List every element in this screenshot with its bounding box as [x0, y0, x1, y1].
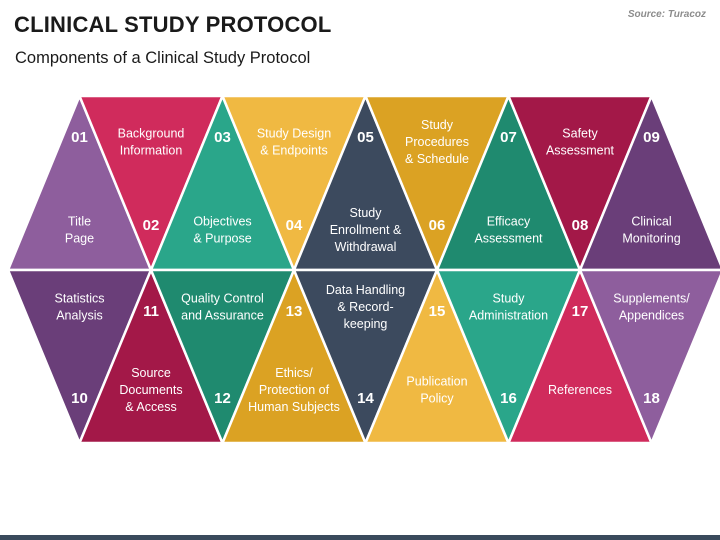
component-12: 12 Quality Control and Assurance: [149, 268, 296, 445]
component-number: 14: [357, 390, 374, 407]
component-08: 08 Safety Assessment: [507, 94, 653, 272]
component-number: 07: [500, 129, 517, 146]
component-label: Quality Control and Assurance: [181, 292, 264, 323]
component-label: Supplements/Appendices: [613, 292, 690, 323]
component-label: Data Handling & Record-keeping: [326, 283, 405, 331]
component-number: 06: [429, 217, 446, 234]
component-number: 05: [357, 129, 374, 146]
component-number: 12: [214, 390, 231, 407]
component-number: 16: [500, 390, 517, 407]
component-10: 10 Statistics Analysis: [6, 268, 153, 445]
component-label: Objectives & Purpose: [193, 215, 251, 246]
component-number: 17: [572, 303, 589, 320]
page-subtitle: Components of a Clinical Study Protocol: [15, 49, 311, 67]
component-number: 18: [643, 390, 660, 407]
component-06: 06 Study Procedures & Schedule: [364, 94, 510, 272]
component-label: Study Enrollment & Withdrawal: [330, 206, 402, 254]
page-title: CLINICAL STUDY PROTOCOL: [14, 12, 332, 37]
component-number: 15: [429, 303, 446, 320]
component-label: Clinical Monitoring: [622, 215, 680, 246]
component-number: 11: [143, 303, 159, 320]
component-05: 05 Study Enrollment & Withdrawal: [292, 94, 439, 272]
component-label: Study Procedures & Schedule: [405, 118, 469, 166]
component-label: Background Information: [118, 127, 185, 158]
component-number: 13: [286, 303, 303, 320]
component-18: 18 Supplements/Appendices: [578, 268, 720, 445]
component-number: 02: [143, 217, 160, 234]
component-number: 10: [71, 390, 88, 407]
component-number: 08: [572, 217, 589, 234]
component-label: Study Design & Endpoints: [257, 127, 331, 158]
component-label: Publication Policy: [406, 375, 467, 406]
component-04: 04 Study Design & Endpoints: [221, 94, 367, 272]
component-number: 01: [71, 129, 88, 146]
component-label: Safety Assessment: [546, 127, 615, 158]
component-label: References: [548, 383, 612, 397]
component-09: 09 Clinical Monitoring: [578, 94, 720, 272]
component-label: Ethics/Protection of Human Subjects: [248, 366, 340, 414]
component-label: Statistics Analysis: [54, 292, 104, 323]
component-number: 09: [643, 129, 660, 146]
source-credit: Source: Turacoz: [627, 9, 706, 20]
bottom-accent-bar: [0, 535, 720, 540]
component-11: 11 Source Documents & Access: [78, 268, 224, 445]
component-label: Title Page: [65, 215, 94, 246]
component-number: 03: [214, 129, 231, 146]
component-label: Source Documents & Access: [119, 366, 182, 414]
component-number: 04: [286, 217, 303, 234]
triangle-18: [578, 268, 720, 445]
component-label: Study Administration: [469, 292, 548, 323]
component-label: Efficacy Assessment: [474, 215, 543, 246]
